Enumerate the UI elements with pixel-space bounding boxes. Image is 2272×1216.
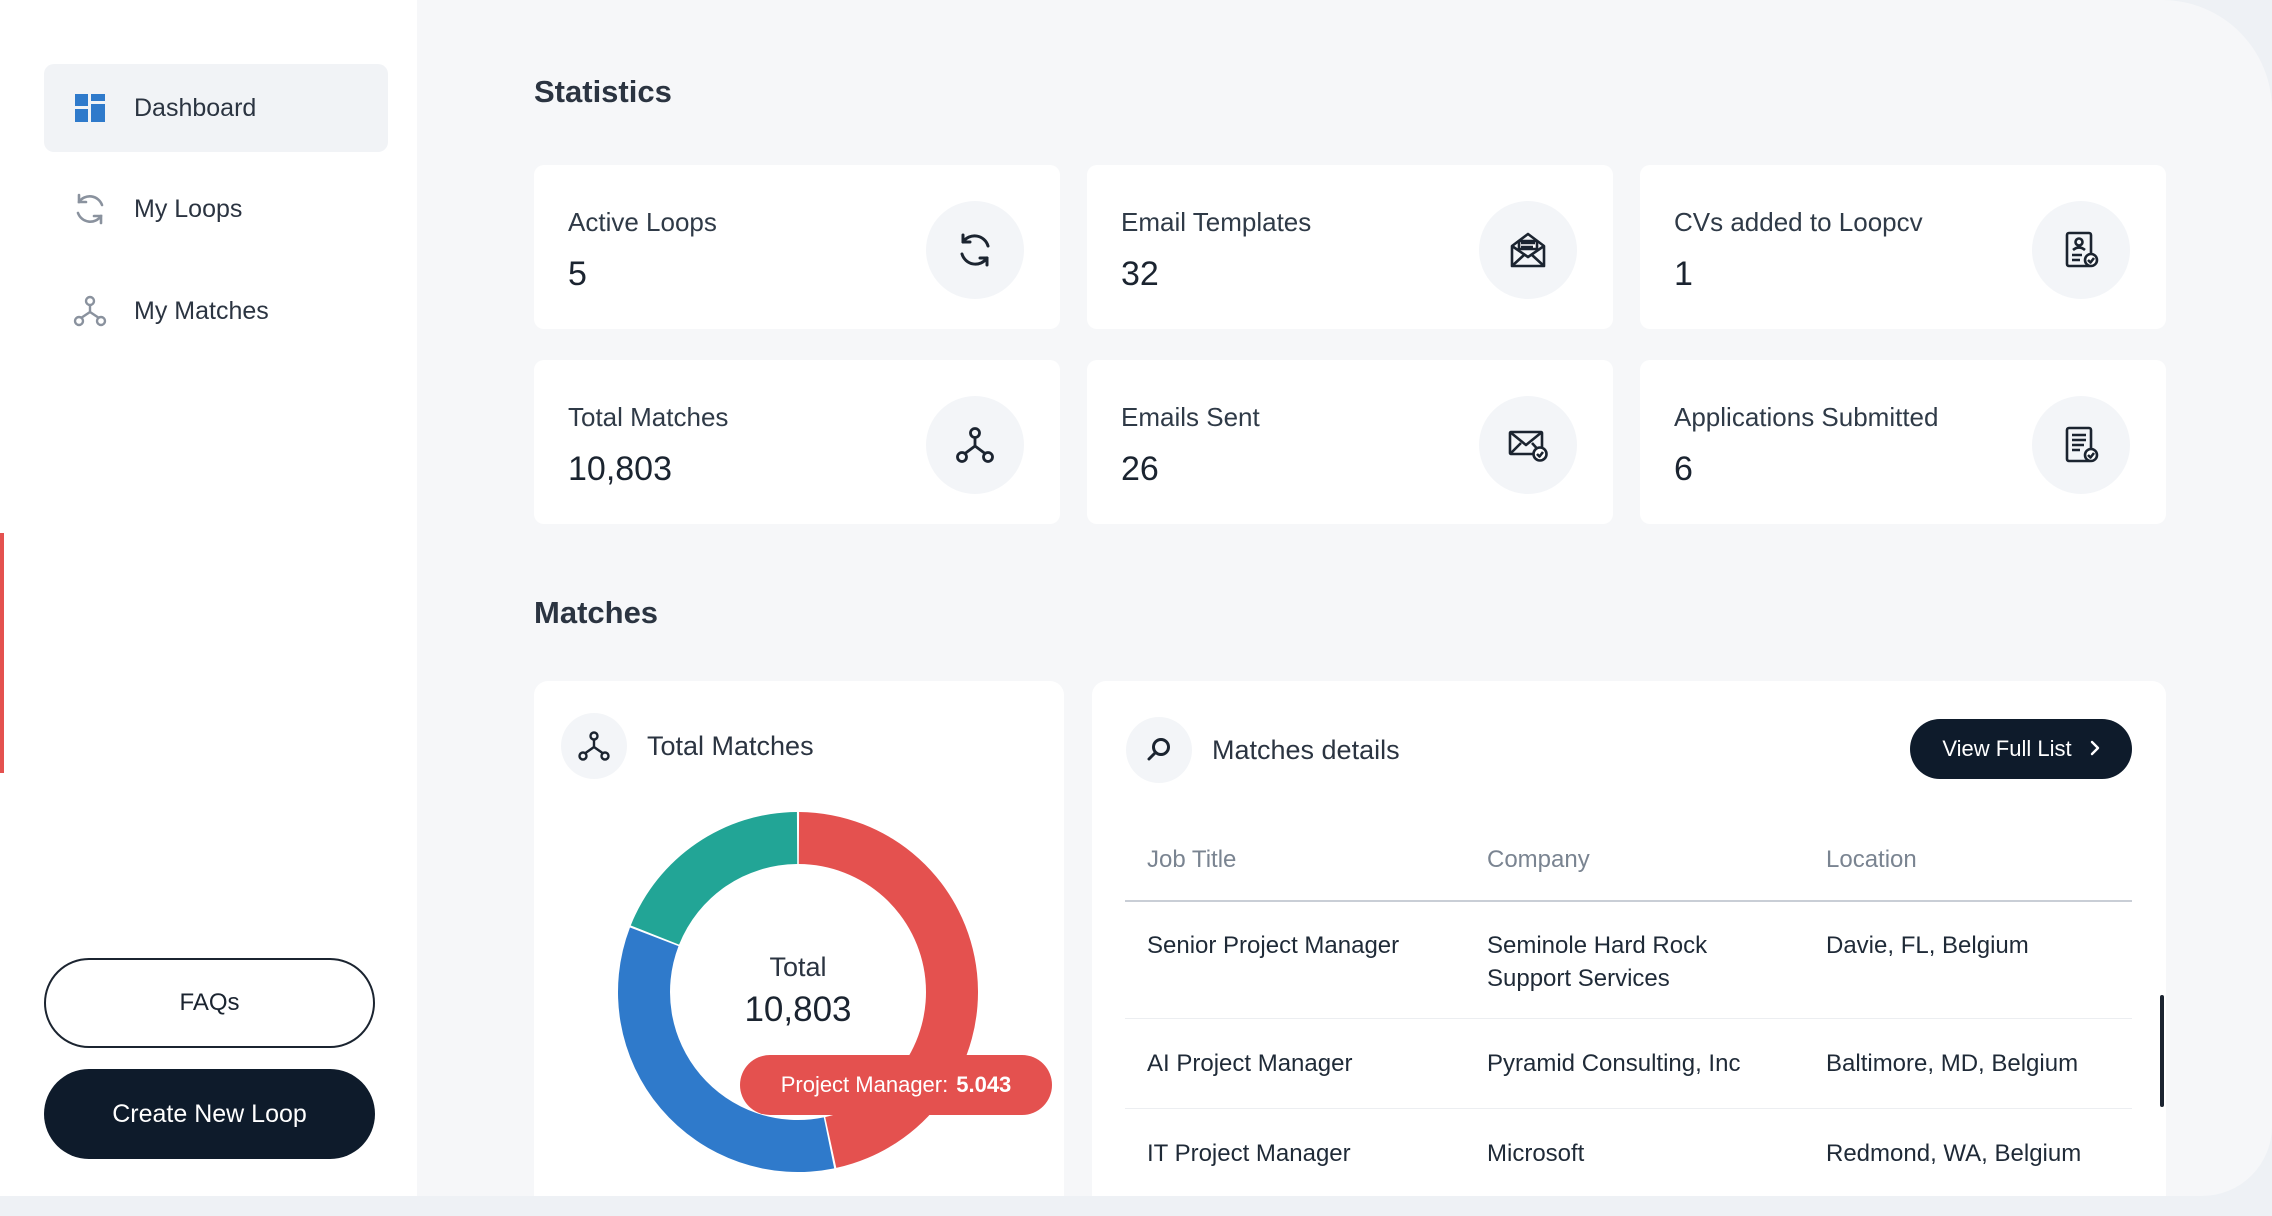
sidebar: Dashboard My Loops [0,0,417,1196]
donut-center-value: 10,803 [744,990,852,1029]
stat-value: 10,803 [568,450,672,488]
matches-title: Matches [534,595,659,630]
stat-value: 1 [1674,255,1693,293]
sidebar-item-my-matches[interactable]: My Matches [44,267,388,355]
cell-company: Microsoft [1487,1140,1585,1167]
matches-network-icon [561,713,627,779]
matches-network-icon [72,293,108,329]
view-full-list-button[interactable]: View Full List [1910,719,2132,779]
faqs-button[interactable]: FAQs [44,958,375,1048]
stat-label: Emails Sent [1121,402,1260,432]
sidebar-item-label: Dashboard [134,93,257,122]
cell-location: Redmond, WA, Belgium [1826,1140,2082,1167]
stat-value: 26 [1121,450,1159,488]
chevron-right-icon [2090,736,2100,762]
cell-company: Seminole Hard Rock [1487,932,1708,959]
table-scrollbar[interactable] [2160,995,2164,1107]
stat-card-email-templates: Email Templates 32 [1087,165,1613,329]
stat-label: CVs added to Loopcv [1674,207,1923,237]
cell-location: Baltimore, MD, Belgium [1826,1050,2079,1077]
stat-label: Active Loops [568,207,717,237]
sidebar-accent-bar [0,533,4,773]
stat-card-active-loops: Active Loops 5 [534,165,1060,329]
cell-company-line2: Support Services [1487,965,1670,992]
cell-company: Pyramid Consulting, Inc [1487,1050,1741,1077]
matches-details-title: Matches details [1212,735,1400,765]
sidebar-item-label: My Loops [134,194,243,223]
chart-tooltip: Project Manager: 5.043 [740,1055,1052,1115]
tooltip-value: 5.043 [956,1072,1012,1097]
create-new-loop-button[interactable]: Create New Loop [44,1069,375,1159]
view-full-list-label: View Full List [1942,736,2072,761]
stat-card-total-matches: Total Matches 10,803 [534,360,1060,524]
stat-value: 6 [1674,450,1693,488]
email-sent-icon [1479,396,1577,494]
cell-job-title: IT Project Manager [1147,1140,1351,1167]
sidebar-item-label: My Matches [134,296,269,325]
cv-document-icon [2032,201,2130,299]
row-divider [1125,1018,2132,1019]
stat-value: 32 [1121,255,1159,293]
stat-label: Total Matches [568,402,729,432]
stat-label: Applications Submitted [1674,402,1939,432]
sidebar-item-dashboard[interactable]: Dashboard [44,64,388,152]
matches-network-icon [926,396,1024,494]
column-header-job-title[interactable]: Job Title [1147,846,1237,873]
loop-icon [72,191,108,227]
email-template-icon [1479,201,1577,299]
donut-segment-2[interactable] [618,927,835,1172]
column-header-company[interactable]: Company [1487,846,1590,873]
dashboard-grid-icon [72,90,108,126]
search-icon [1126,717,1192,783]
stat-value: 5 [568,255,587,293]
row-divider [1125,1108,2132,1109]
cell-job-title: AI Project Manager [1147,1050,1353,1077]
stat-card-applications-submitted: Applications Submitted 6 [1640,360,2166,524]
total-matches-title: Total Matches [647,731,814,761]
column-header-location[interactable]: Location [1826,846,1917,873]
stat-label: Email Templates [1121,207,1312,237]
statistics-title: Statistics [534,74,672,109]
sidebar-item-my-loops[interactable]: My Loops [44,165,388,253]
donut-center-label: Total [769,952,827,982]
stat-card-cvs-added: CVs added to Loopcv 1 [1640,165,2166,329]
cell-location: Davie, FL, Belgium [1826,932,2029,959]
refresh-icon [926,201,1024,299]
application-document-icon [2032,396,2130,494]
tooltip-label: Project Manager: [780,1072,949,1097]
donut-segment-3[interactable] [630,812,798,945]
stat-card-emails-sent: Emails Sent 26 [1087,360,1613,524]
cell-job-title: Senior Project Manager [1147,932,1400,959]
table-header-divider [1125,900,2132,902]
